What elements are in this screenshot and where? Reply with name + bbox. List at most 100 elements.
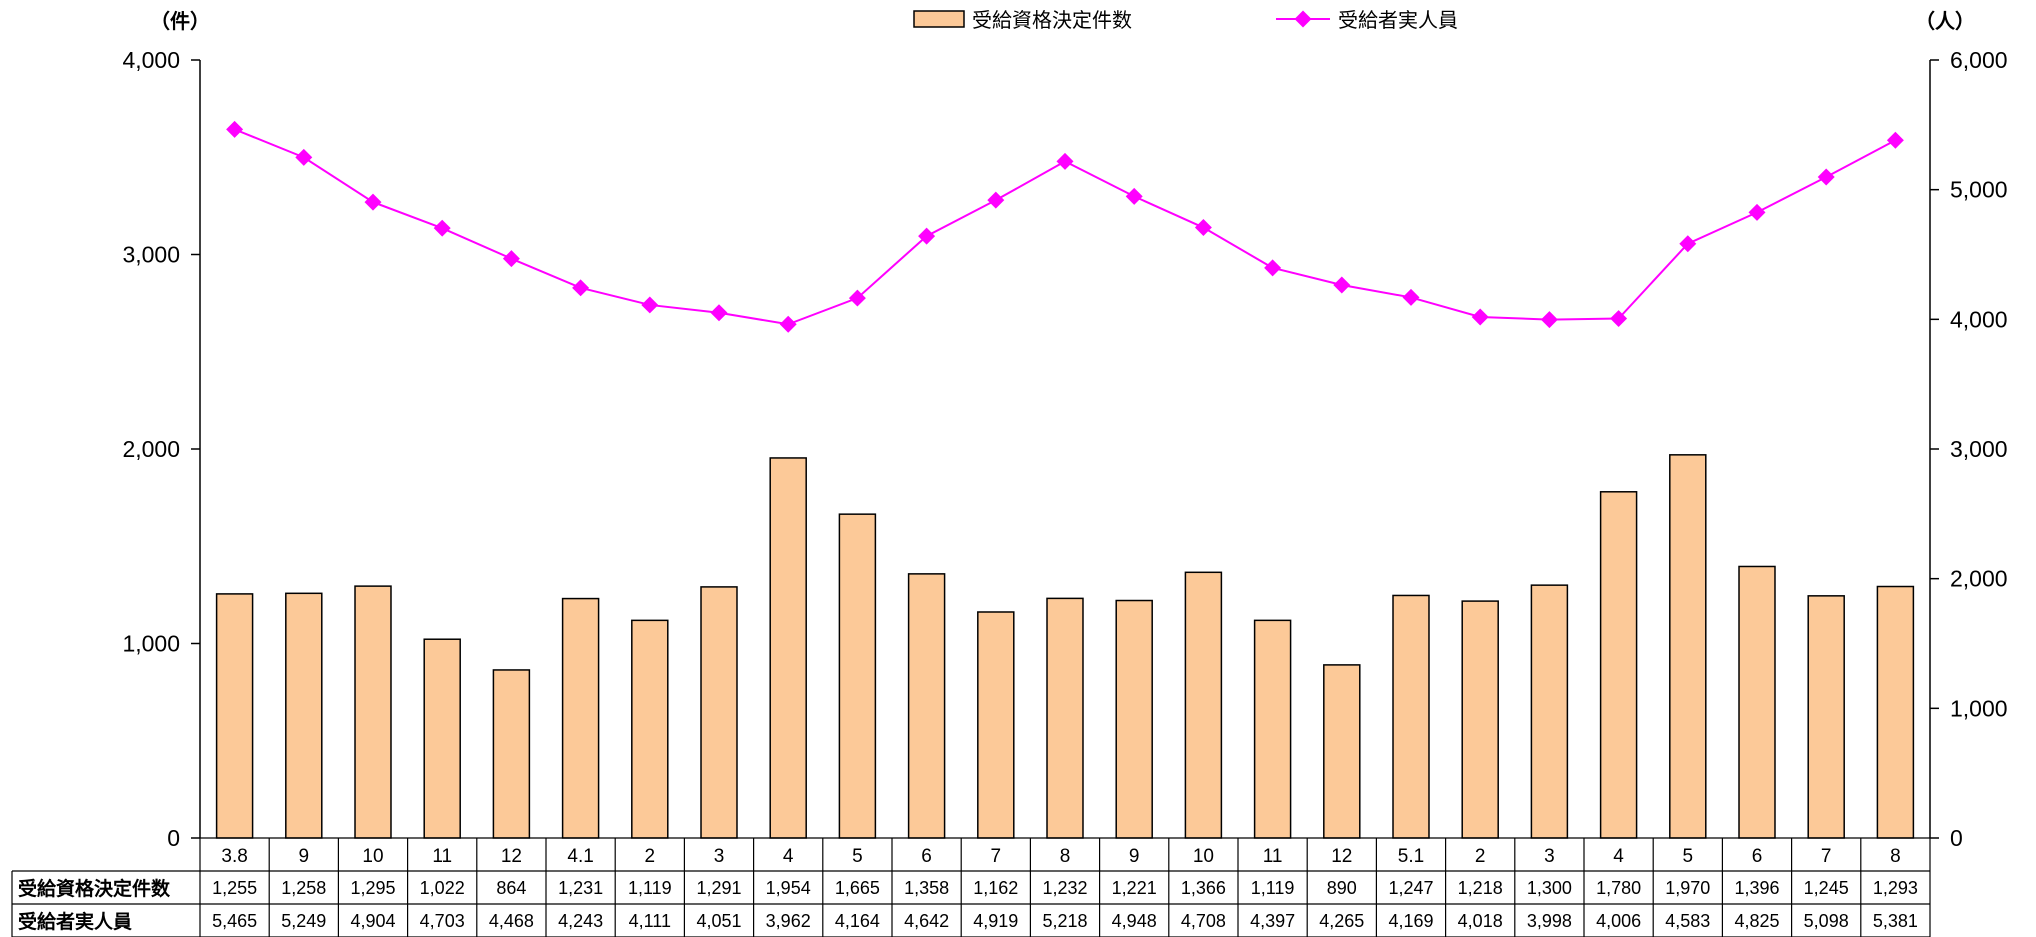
table-cell: 5,381 [1873, 911, 1918, 931]
right-axis-ticks: 0 1,000 2,000 3,000 4,000 5,000 6,000 [1930, 47, 2008, 851]
table-cell: 4,164 [835, 911, 880, 931]
line-point [641, 296, 659, 314]
category-label: 10 [1193, 846, 1214, 867]
category-label: 11 [432, 846, 452, 867]
table-cell: 1,162 [973, 878, 1018, 898]
table-cell: 1,119 [628, 878, 672, 898]
bar [1669, 454, 1707, 839]
line-point [918, 227, 936, 245]
category-label: 8 [1890, 846, 1901, 867]
table-row-header: 受給者実人員 [18, 910, 132, 933]
bar [1807, 595, 1845, 839]
line-point [1194, 219, 1212, 237]
table-cell: 1,293 [1873, 878, 1918, 898]
line-point [1540, 311, 1558, 329]
category-label: 3.8 [221, 846, 247, 867]
table-cell: 4,006 [1596, 911, 1641, 931]
category-label: 2 [1475, 846, 1486, 867]
table-cell: 1,232 [1042, 878, 1087, 898]
table-row-header: 受給資格決定件数 [18, 877, 171, 900]
category-label: 12 [501, 846, 522, 867]
data-table: 3.8 9 10 11 12 4.1 2 3 4 5 6 7 8 9 10 11 12 5.1 2 3 4 5 6 7 8 受給資… [11, 837, 1931, 937]
line-point [572, 279, 590, 297]
bar [1530, 584, 1569, 839]
table-cell: 4,708 [1181, 911, 1226, 931]
bar [1461, 600, 1499, 839]
table-cell: 3,962 [766, 911, 811, 931]
right-tick-label: 6,000 [1950, 47, 2008, 73]
table-cell: 1,247 [1388, 878, 1433, 898]
bar [354, 585, 392, 839]
bar [1115, 599, 1153, 839]
bar [700, 586, 738, 839]
table-cell: 3,998 [1527, 911, 1572, 931]
category-label: 8 [1060, 846, 1071, 867]
table-cell: 4,051 [696, 911, 741, 931]
line-point [226, 120, 244, 138]
line-point [364, 193, 382, 211]
line-point [1817, 168, 1835, 186]
table-cell: 1,245 [1804, 878, 1849, 898]
line-point [295, 148, 313, 166]
table-cell: 4,642 [904, 911, 949, 931]
category-label: 5.1 [1398, 846, 1424, 867]
table-cell: 4,169 [1388, 911, 1433, 931]
line-point [1333, 276, 1351, 294]
line-point [1748, 203, 1766, 221]
bar [1392, 594, 1430, 839]
category-label: 3 [714, 846, 725, 867]
table-cell: 4,825 [1734, 911, 1779, 931]
legend: 受給資格決定件数 受給者実人員 [913, 8, 1458, 32]
table-cell: 1,291 [696, 878, 741, 898]
table-cell: 4,018 [1458, 911, 1503, 931]
line-point [1402, 288, 1420, 306]
table-cell: 1,119 [1251, 878, 1295, 898]
bar [907, 573, 946, 839]
table-cell: 864 [496, 878, 526, 898]
table-cell: 1,780 [1596, 878, 1641, 898]
table-cell: 890 [1327, 878, 1357, 898]
legend-bar-label: 受給資格決定件数 [972, 8, 1132, 32]
left-tick-label: 0 [167, 825, 180, 851]
table-cell: 4,904 [350, 911, 395, 931]
table-cell: 4,948 [1112, 911, 1157, 931]
table-cell: 1,221 [1112, 878, 1157, 898]
line-point [1056, 152, 1074, 170]
table-cell: 4,703 [420, 911, 465, 931]
category-label: 7 [1821, 846, 1832, 867]
line-point [433, 219, 451, 237]
table-cell: 1,970 [1665, 878, 1710, 898]
legend-line-marker [1294, 10, 1312, 28]
bar [769, 457, 807, 839]
bar [1599, 491, 1638, 839]
table-cell: 4,243 [558, 911, 603, 931]
category-label: 11 [1263, 846, 1283, 867]
category-label: 5 [852, 846, 863, 867]
table-cell: 5,218 [1042, 911, 1087, 931]
category-label: 6 [1752, 846, 1763, 867]
line-point [1264, 259, 1282, 277]
table-cell: 1,255 [212, 878, 257, 898]
bar-series [215, 454, 1915, 839]
bar [492, 669, 531, 839]
bar [838, 513, 877, 839]
right-unit-label: （人） [1915, 9, 1975, 33]
table-cell: 1,665 [835, 878, 880, 898]
bar [423, 638, 461, 839]
bar [977, 611, 1015, 839]
table-cell: 1,396 [1734, 878, 1779, 898]
table-cell: 1,258 [281, 878, 326, 898]
right-tick-label: 0 [1950, 825, 1963, 851]
bar [1184, 571, 1223, 839]
table-cell: 4,397 [1250, 911, 1295, 931]
category-label: 2 [645, 846, 656, 867]
table-cell: 5,465 [212, 911, 257, 931]
table-cell: 4,111 [629, 911, 671, 931]
category-label: 9 [299, 846, 310, 867]
line-series [226, 120, 1904, 333]
category-label: 4 [783, 846, 794, 867]
right-tick-label: 3,000 [1950, 436, 2008, 462]
table-cell: 4,468 [489, 911, 534, 931]
left-tick-label: 1,000 [122, 631, 180, 657]
